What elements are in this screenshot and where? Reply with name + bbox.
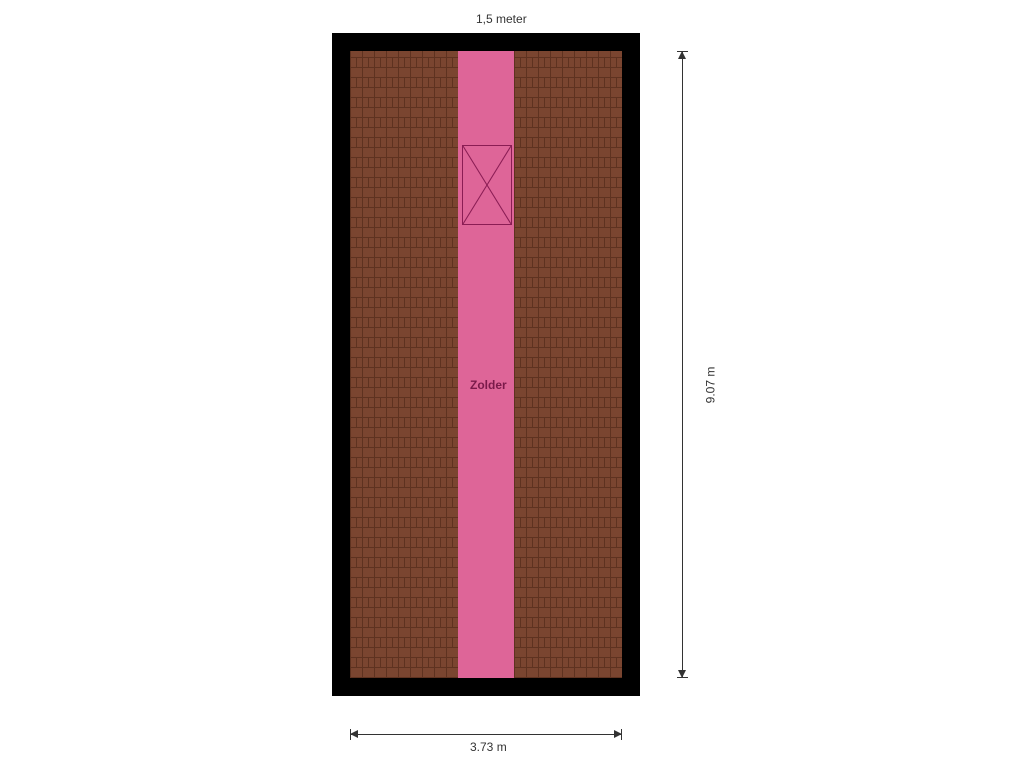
dimension-right-label: 9.07 m	[703, 367, 717, 404]
dimension-right-tick-top	[677, 51, 688, 52]
roof-hatch	[462, 145, 512, 225]
dimension-right-arrow-up-icon	[678, 51, 686, 59]
dimension-bottom-line	[350, 734, 622, 735]
dimension-bottom-label: 3.73 m	[470, 740, 507, 754]
room-label: Zolder	[470, 378, 507, 392]
hatch-cross-icon	[463, 146, 511, 224]
dimension-right-line	[682, 51, 683, 678]
dimension-right-tick-bottom	[677, 677, 688, 678]
roof-right-panel	[514, 51, 622, 678]
dimension-bottom-arrow-left-icon	[350, 730, 358, 738]
dimension-top-label: 1,5 meter	[476, 12, 527, 26]
dimension-bottom-tick-left	[350, 729, 351, 740]
floor-plan: Zolder 1,5 meter 3.73 m 9.07 m	[0, 0, 1024, 768]
roof-left-panel	[350, 51, 458, 678]
dimension-bottom-tick-right	[621, 729, 622, 740]
